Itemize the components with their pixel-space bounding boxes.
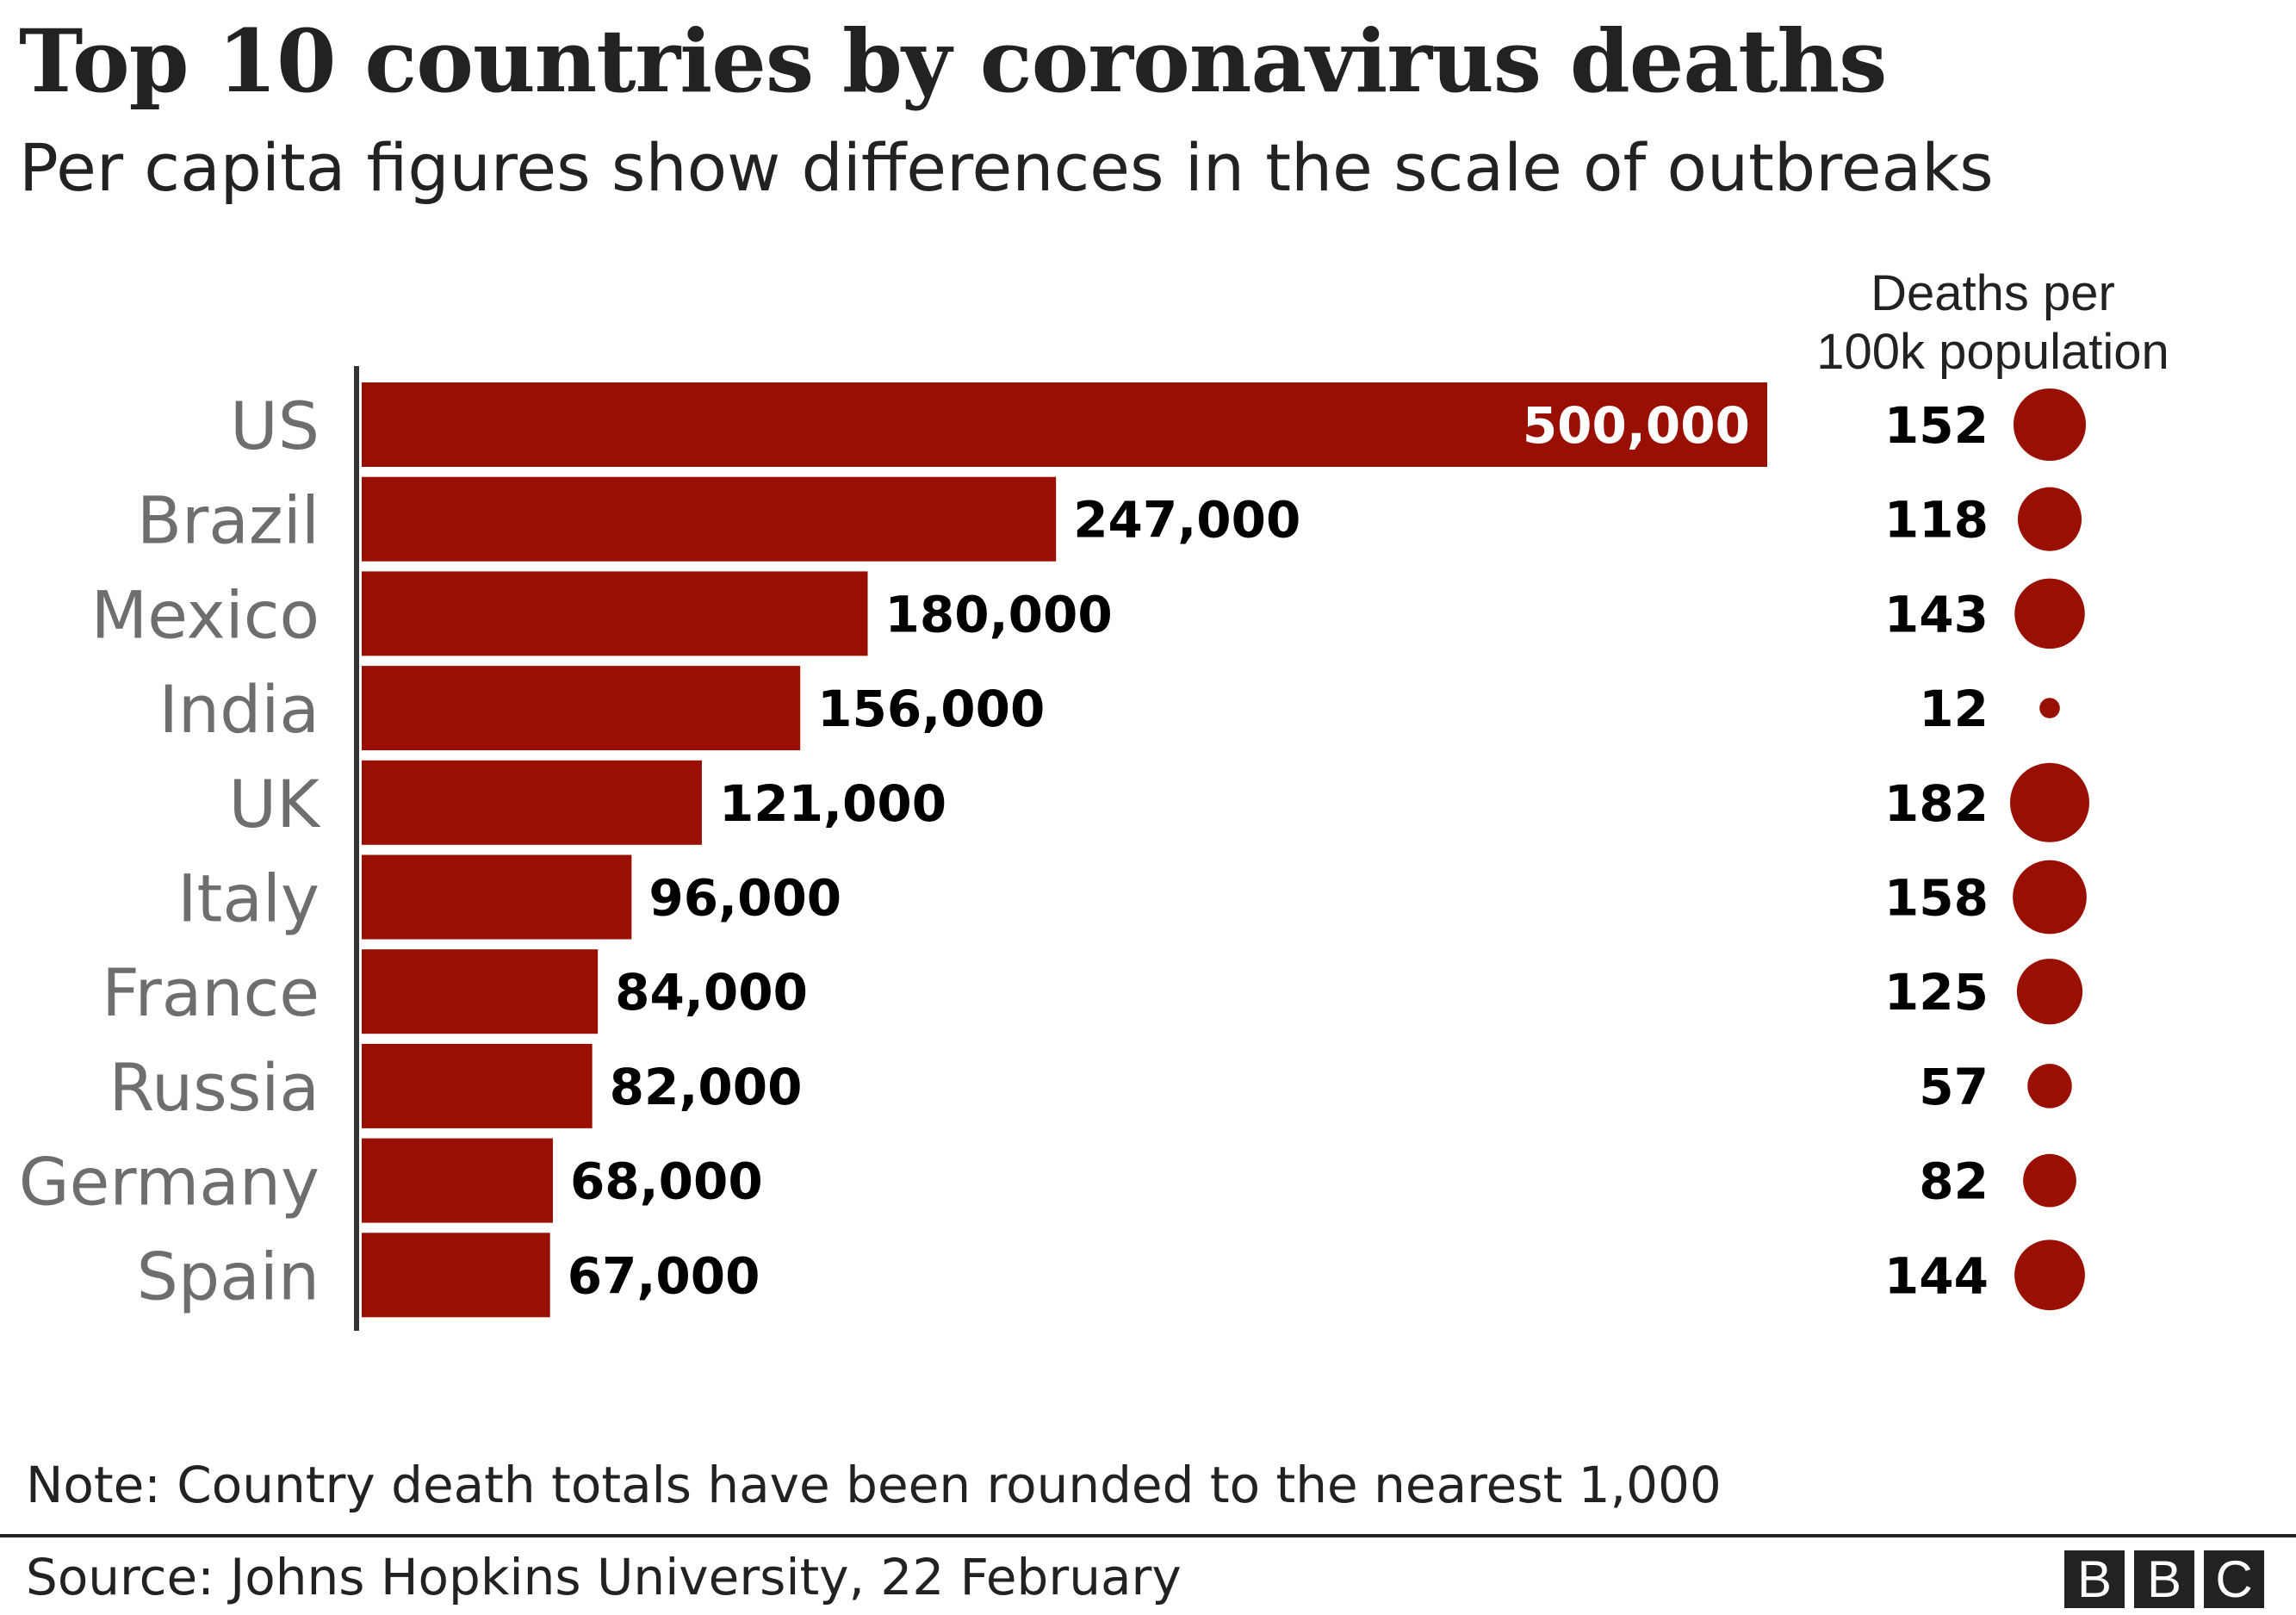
data-label: 156,000 <box>817 680 1045 738</box>
bar <box>362 476 1057 562</box>
per-capita-label: 57 <box>1919 1058 1989 1116</box>
logo-letter: C <box>2204 1550 2264 1608</box>
footer-divider <box>0 1534 2296 1537</box>
per-capita-header-line2: 100k population <box>1816 324 2169 380</box>
data-label: 500,000 <box>1523 396 1750 455</box>
per-capita-label: 152 <box>1884 396 1989 455</box>
category-label: France <box>102 954 320 1031</box>
category-label: India <box>158 671 320 748</box>
data-label: 67,000 <box>568 1246 760 1305</box>
chart-note: Note: Country death totals have been rou… <box>26 1456 1722 1514</box>
data-label: 121,000 <box>719 774 946 833</box>
per-capita-bubble <box>2016 959 2083 1025</box>
chart-subtitle: Per capita figures show differences in t… <box>19 129 1994 206</box>
per-capita-label: 158 <box>1884 869 1989 928</box>
per-capita-bubble <box>2014 1239 2085 1311</box>
bbc-logo: B B C <box>2064 1550 2264 1608</box>
category-label: Spain <box>137 1238 320 1314</box>
data-label: 180,000 <box>885 585 1113 643</box>
bar-chart: Deaths per 100k population US 500,000 152 B… <box>19 265 2169 1331</box>
bar <box>362 382 1767 467</box>
bar <box>362 1138 553 1223</box>
data-label: 82,000 <box>610 1058 803 1116</box>
per-capita-label: 12 <box>1919 680 1989 738</box>
per-capita-label: 125 <box>1884 963 1989 1022</box>
category-label: Brazil <box>137 482 320 559</box>
data-label: 247,000 <box>1073 491 1300 550</box>
chart-title: Top 10 countries by coronavirus deaths <box>19 10 1887 112</box>
chart-source: Source: Johns Hopkins University, 22 Feb… <box>26 1548 1182 1606</box>
logo-letter: B <box>2134 1550 2194 1608</box>
per-capita-label: 182 <box>1884 774 1989 833</box>
bar <box>362 949 599 1034</box>
category-label: Germany <box>19 1144 320 1221</box>
category-label: US <box>230 388 320 464</box>
bar <box>362 571 868 656</box>
bar <box>362 760 702 845</box>
category-label: UK <box>229 766 322 842</box>
per-capita-bubble <box>2010 762 2089 842</box>
data-label: 84,000 <box>615 963 808 1022</box>
per-capita-bubble <box>2017 487 2082 551</box>
bar <box>362 1043 593 1128</box>
logo-letter: B <box>2064 1550 2125 1608</box>
data-label: 68,000 <box>570 1152 763 1211</box>
bar <box>362 1233 550 1318</box>
per-capita-label: 144 <box>1884 1246 1989 1305</box>
bar <box>362 854 632 940</box>
per-capita-label: 143 <box>1884 585 1989 643</box>
per-capita-bubble <box>2039 698 2060 718</box>
category-label: Mexico <box>91 576 320 653</box>
category-label: Italy <box>177 860 320 937</box>
per-capita-label: 82 <box>1919 1152 1989 1211</box>
per-capita-bubble <box>2014 578 2085 649</box>
per-capita-bubble <box>2013 388 2087 462</box>
per-capita-bubble <box>2013 860 2087 935</box>
per-capita-bubble <box>2023 1153 2076 1208</box>
per-capita-bubble <box>2027 1064 2072 1109</box>
data-label: 96,000 <box>648 869 841 928</box>
per-capita-label: 118 <box>1884 491 1989 550</box>
y-axis-line <box>354 366 359 1331</box>
category-label: Russia <box>109 1049 320 1126</box>
bar <box>362 666 801 751</box>
per-capita-header-line1: Deaths per <box>1871 265 2115 321</box>
